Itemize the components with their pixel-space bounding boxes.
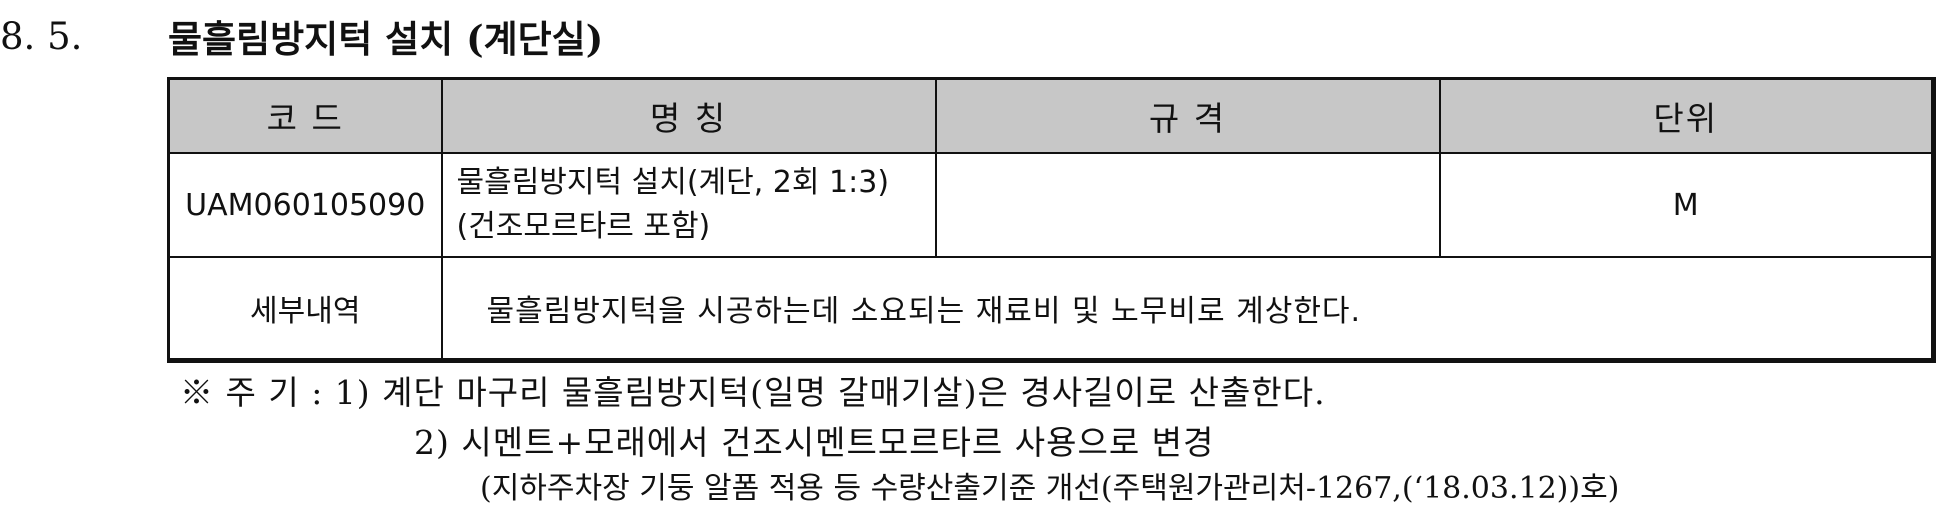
detail-text: 물흘림방지턱을 시공하는데 소요되는 재료비 및 노무비로 계상한다.: [440, 256, 1935, 362]
notes-block: ※ 주 기 : 1) 계단 마구리 물흘림방지턱(일명 갈매기살)은 경사길이로…: [180, 368, 1619, 510]
section-heading: 8. 5. 물흘림방지턱 설치 (계단실): [0, 6, 603, 66]
item-unit: M: [1438, 152, 1935, 258]
header-name: 명 칭: [440, 77, 937, 154]
table-row: UAM060105090 물흘림방지턱 설치(계단, 2회 1:3) (건조모르…: [167, 152, 1935, 258]
note-line-3: (지하주차장 기둥 알폼 적용 등 수량산출기준 개선(주택원가관리처-1267…: [480, 471, 1620, 506]
spec-table-container: 코 드 명 칭 규 격 단위 UAM060105090 물흘림방지턱 설치(계단…: [167, 77, 1936, 363]
section-title: 물흘림방지턱 설치 (계단실): [168, 17, 604, 61]
item-code: UAM060105090: [167, 152, 443, 258]
item-name: 물흘림방지턱 설치(계단, 2회 1:3) (건조모르타르 포함): [440, 152, 937, 258]
note-line-1: ※ 주 기 : 1) 계단 마구리 물흘림방지턱(일명 갈매기살)은 경사길이로…: [180, 373, 1326, 412]
header-code: 코 드: [167, 77, 443, 154]
item-name-line2: (건조모르타르 포함): [456, 209, 711, 244]
spec-table: 코 드 명 칭 규 격 단위 UAM060105090 물흘림방지턱 설치(계단…: [167, 77, 1936, 363]
item-name-line1: 물흘림방지턱 설치(계단, 2회 1:3): [456, 165, 890, 200]
note-line-2: 2) 시멘트+모래에서 건조시멘트모르타르 사용으로 변경: [414, 423, 1215, 462]
table-header-row: 코 드 명 칭 규 격 단위: [167, 77, 1935, 154]
item-spec: [934, 152, 1441, 258]
header-unit: 단위: [1438, 77, 1935, 154]
detail-label: 세부내역: [167, 256, 443, 362]
section-number: 8. 5.: [0, 14, 83, 58]
header-spec: 규 격: [934, 77, 1441, 154]
table-row: 세부내역 물흘림방지턱을 시공하는데 소요되는 재료비 및 노무비로 계상한다.: [167, 256, 1935, 362]
